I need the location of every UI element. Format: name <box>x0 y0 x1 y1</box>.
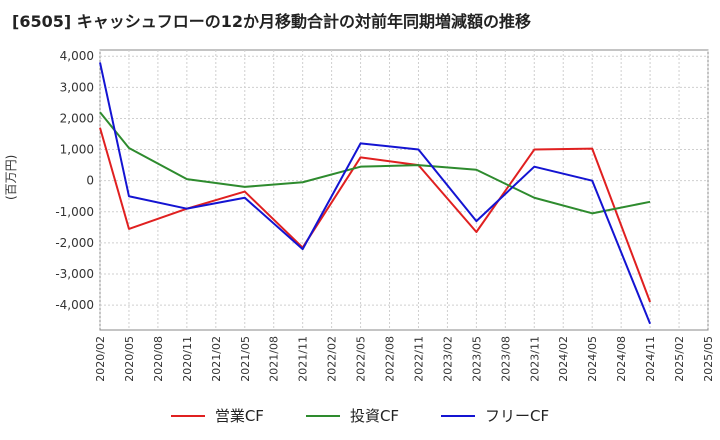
x-tick-label: 2021/11 <box>297 336 310 382</box>
legend-item-investing: 投資CF <box>305 405 400 426</box>
x-tick-label: 2023/05 <box>470 336 483 382</box>
legend-label-free: フリーCF <box>485 407 550 425</box>
x-tick-label: 2021/08 <box>268 336 281 382</box>
y-tick-label: 1,000 <box>60 143 94 157</box>
legend-swatch-investing <box>305 414 340 417</box>
x-tick-label: 2020/05 <box>123 336 136 382</box>
y-tick-label: -4,000 <box>55 298 94 312</box>
x-tick-label: 2020/11 <box>181 336 194 382</box>
y-tick-label: 4,000 <box>60 49 94 63</box>
legend: 営業CF 投資CF フリーCF <box>0 405 720 426</box>
x-tick-label: 2023/02 <box>441 336 454 382</box>
chart-title: [6505] キャッシュフローの12か月移動合計の対前年同期増減額の推移 <box>12 12 531 31</box>
legend-label-operating: 営業CF <box>214 407 264 425</box>
legend-swatch-operating <box>170 414 205 417</box>
x-tick-label: 2025/05 <box>702 336 715 382</box>
x-tick-label: 2023/11 <box>528 336 541 382</box>
y-tick-label: -2,000 <box>55 236 94 250</box>
x-tick-label: 2024/02 <box>557 336 570 382</box>
x-tick-label: 2020/08 <box>152 336 165 382</box>
y-tick-label: 2,000 <box>60 111 94 125</box>
plot-area <box>99 49 709 331</box>
legend-label-investing: 投資CF <box>349 407 400 425</box>
x-tick-label: 2021/02 <box>210 336 223 382</box>
y-tick-label: -1,000 <box>55 205 94 219</box>
y-tick-label: -3,000 <box>55 267 94 281</box>
x-tick-label: 2022/02 <box>326 336 339 382</box>
x-tick-label: 2024/11 <box>644 336 657 382</box>
x-tick-label: 2021/05 <box>239 336 252 382</box>
x-tick-label: 2023/08 <box>499 336 512 382</box>
legend-swatch-free <box>441 414 476 417</box>
x-tick-label: 2020/02 <box>94 336 107 382</box>
x-tick-label: 2022/05 <box>355 336 368 382</box>
x-tick-label: 2022/11 <box>412 336 425 382</box>
x-tick-label: 2024/05 <box>586 336 599 382</box>
y-tick-label: 0 <box>86 174 94 188</box>
x-tick-label: 2024/08 <box>615 336 628 382</box>
legend-item-operating: 営業CF <box>170 405 264 426</box>
x-tick-label: 2025/02 <box>673 336 686 382</box>
x-tick-label: 2022/08 <box>384 336 397 382</box>
y-tick-label: 3,000 <box>60 80 94 94</box>
legend-item-free: フリーCF <box>441 405 549 426</box>
